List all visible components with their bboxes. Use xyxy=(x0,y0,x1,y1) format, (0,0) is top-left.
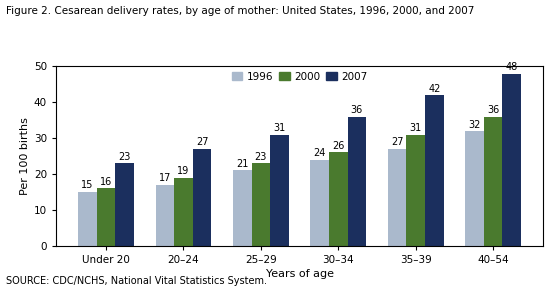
Text: 42: 42 xyxy=(428,84,441,94)
Text: 48: 48 xyxy=(506,62,518,72)
Bar xyxy=(115,163,134,246)
Text: 19: 19 xyxy=(178,166,190,176)
Bar xyxy=(329,153,348,246)
Text: 27: 27 xyxy=(196,138,208,147)
Bar xyxy=(233,171,251,246)
Text: 31: 31 xyxy=(409,123,422,133)
Text: 32: 32 xyxy=(468,120,481,129)
Text: SOURCE: CDC/NCHS, National Vital Statistics System.: SOURCE: CDC/NCHS, National Vital Statist… xyxy=(6,276,267,286)
Text: 26: 26 xyxy=(332,141,344,151)
Text: 27: 27 xyxy=(391,138,403,147)
X-axis label: Years of age: Years of age xyxy=(265,269,334,279)
Text: 16: 16 xyxy=(100,177,112,187)
Bar xyxy=(310,160,329,246)
Bar xyxy=(78,192,97,246)
Text: 23: 23 xyxy=(255,152,267,162)
Text: Figure 2. Cesarean delivery rates, by age of mother: United States, 1996, 2000, : Figure 2. Cesarean delivery rates, by ag… xyxy=(6,6,474,16)
Text: 31: 31 xyxy=(273,123,286,133)
Bar xyxy=(156,185,174,246)
Text: 36: 36 xyxy=(351,105,363,115)
Bar xyxy=(484,117,502,246)
Bar xyxy=(251,163,270,246)
Text: 15: 15 xyxy=(81,180,94,190)
Bar xyxy=(270,135,289,246)
Text: 24: 24 xyxy=(314,148,326,158)
Bar xyxy=(193,149,211,246)
Text: 21: 21 xyxy=(236,159,249,169)
Bar xyxy=(97,188,115,246)
Bar xyxy=(348,117,366,246)
Bar xyxy=(425,95,444,246)
Text: 17: 17 xyxy=(158,173,171,183)
Bar xyxy=(502,74,521,246)
Bar xyxy=(388,149,407,246)
Bar xyxy=(407,135,425,246)
Y-axis label: Per 100 births: Per 100 births xyxy=(20,117,30,195)
Legend: 1996, 2000, 2007: 1996, 2000, 2007 xyxy=(232,72,367,82)
Text: 36: 36 xyxy=(487,105,500,115)
Text: 23: 23 xyxy=(118,152,131,162)
Bar xyxy=(174,177,193,246)
Bar xyxy=(465,131,484,246)
